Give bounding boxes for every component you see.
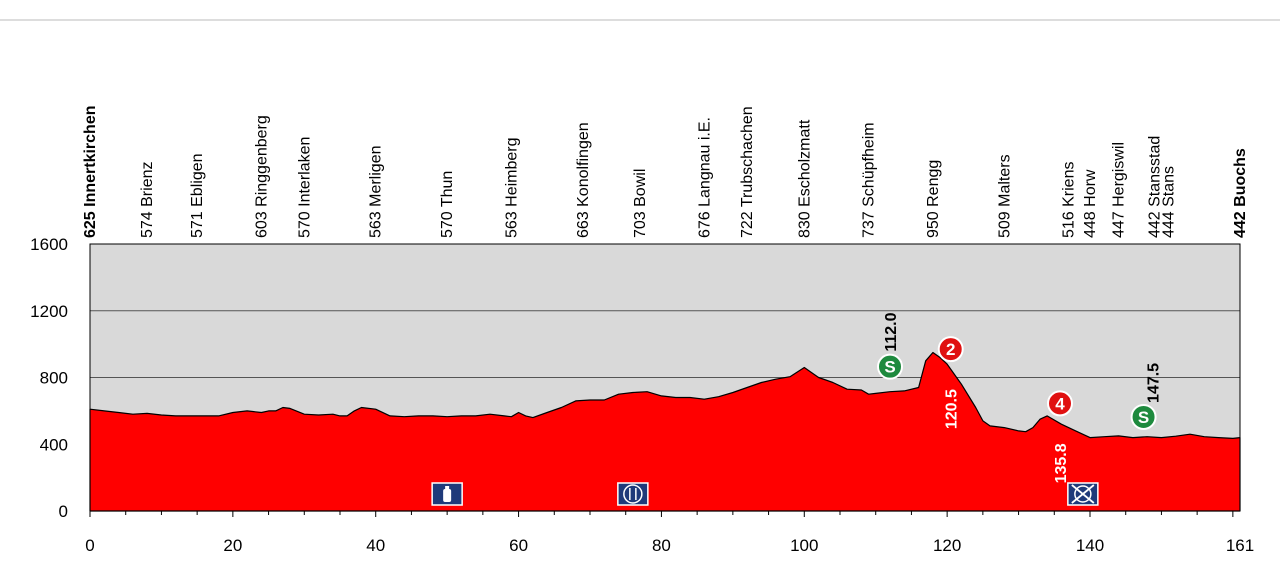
no-feed-zone-icon: [1067, 482, 1099, 506]
marker-km-label: 120.5: [944, 389, 961, 429]
profile-area: [89, 351, 1241, 512]
y-axis: 0 400 800 1200 1600: [30, 235, 68, 521]
place-label: 563 Merligen: [368, 146, 385, 239]
x-tick-label: 20: [223, 536, 242, 555]
place-label: 516 Kriens: [1061, 162, 1078, 239]
service-icons: [431, 482, 1099, 506]
place-label: 442 Buochs: [1232, 148, 1249, 238]
bottle-icon: [431, 482, 463, 506]
feed-zone-icon: [617, 482, 649, 506]
place-labels: 625 Innertkirchen 574 Brienz 571 Ebligen 60…: [82, 106, 1249, 239]
x-axis: 0 20 40 60 80 100 120 140 161: [85, 511, 1254, 555]
place-label: 703 Bowil: [632, 169, 649, 238]
place-label: 570 Interlaken: [296, 137, 313, 238]
x-tick-label: 120: [933, 536, 961, 555]
x-tick-label: 0: [85, 536, 94, 555]
x-tick-label: 40: [366, 536, 385, 555]
marker-symbol: 2: [946, 340, 955, 359]
y-tick-label: 0: [59, 502, 68, 521]
marker-symbol: S: [1138, 408, 1149, 427]
place-label: 737 Schüpfheim: [861, 122, 878, 238]
place-label: 444 Stans: [1161, 166, 1178, 238]
place-label: 442 Stansstad: [1146, 136, 1163, 238]
sprint-marker: S 112.0: [877, 312, 903, 380]
y-tick-label: 1200: [30, 302, 68, 321]
sprint-marker: S 147.5: [1130, 363, 1163, 430]
plot-border: [89, 243, 1241, 512]
place-label: 563 Heimberg: [503, 138, 520, 239]
place-label: 509 Malters: [996, 154, 1013, 238]
place-label: 570 Thun: [439, 171, 456, 238]
place-label: 574 Brienz: [139, 162, 156, 239]
y-tick-label: 400: [40, 435, 68, 454]
elevation-area: [89, 351, 1241, 512]
place-label: 830 Escholzmatt: [796, 119, 813, 238]
marker-km-label: 135.8: [1053, 443, 1070, 483]
marker-symbol: S: [884, 358, 895, 377]
x-tick-label: 161: [1226, 536, 1254, 555]
place-label: 448 Horw: [1082, 169, 1099, 238]
place-label: 950 Rengg: [925, 160, 942, 238]
place-label: 676 Langnau i.E.: [696, 117, 713, 238]
place-label: 447 Hergiswil: [1111, 142, 1128, 238]
x-tick-label: 80: [652, 536, 671, 555]
marker-symbol: 4: [1055, 394, 1065, 413]
x-tick-label: 100: [790, 536, 818, 555]
race-markers: S 112.0 2 120.5 4 135.8 S 147.5: [877, 312, 1163, 483]
x-tick-label: 60: [509, 536, 528, 555]
marker-km-label: 147.5: [1146, 363, 1163, 403]
place-label: 571 Ebligen: [189, 153, 206, 238]
place-label: 603 Ringgenberg: [253, 115, 270, 238]
y-tick-label: 800: [40, 369, 68, 388]
marker-km-label: 112.0: [883, 312, 900, 351]
kom-marker: 2 120.5: [937, 336, 964, 429]
kom-marker: 4 135.8: [1047, 390, 1073, 483]
place-label: 722 Trubschachen: [739, 106, 756, 238]
place-label: 663 Konolfingen: [575, 122, 592, 238]
y-tick-label: 1600: [30, 235, 68, 254]
place-label: 625 Innertkirchen: [82, 106, 99, 239]
x-tick-label: 140: [1076, 536, 1104, 555]
